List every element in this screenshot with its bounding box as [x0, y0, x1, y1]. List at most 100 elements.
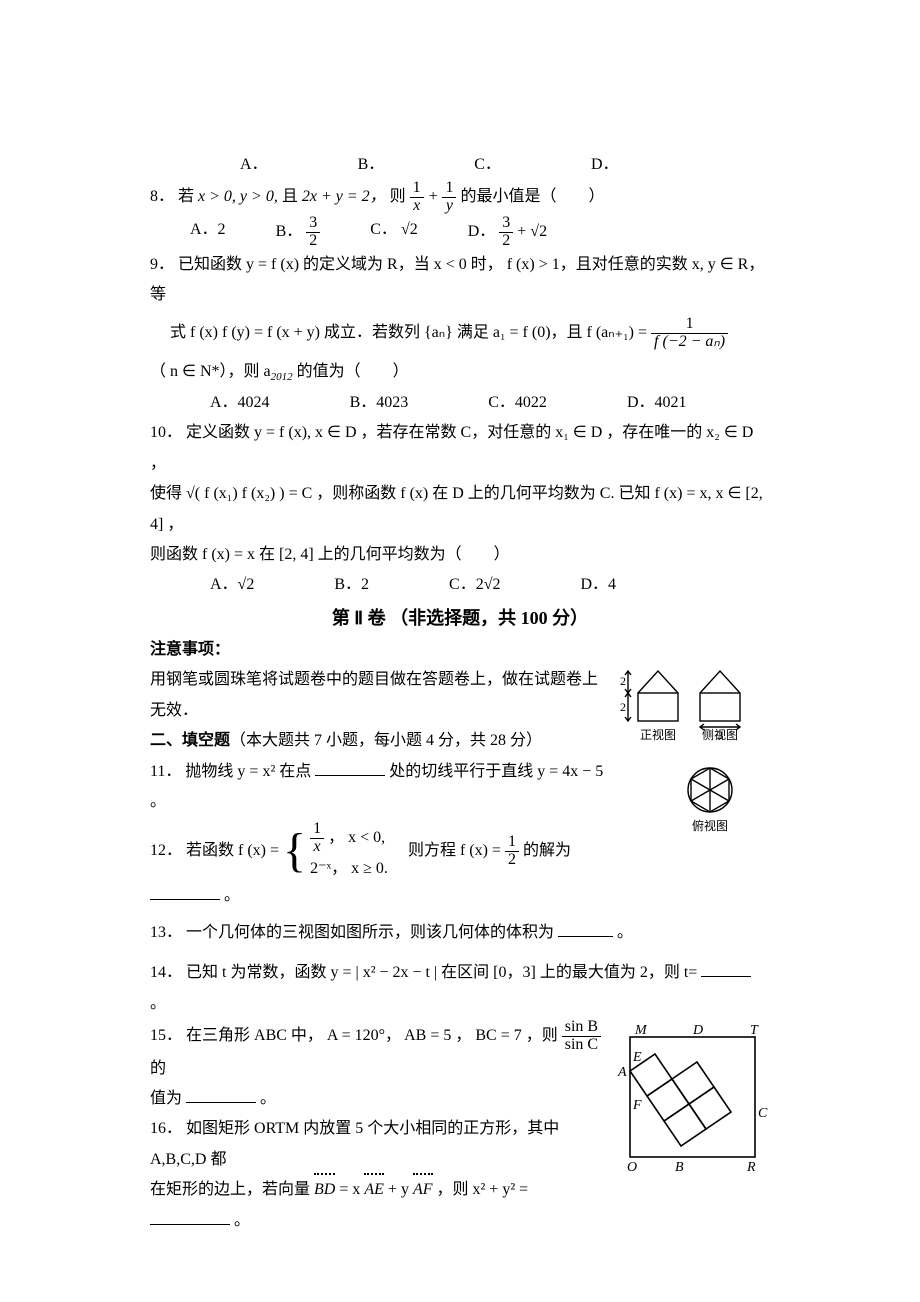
lbl-O: O — [627, 1160, 637, 1175]
q8-plus: + — [428, 188, 443, 205]
q7-opt-a: A． — [240, 150, 268, 180]
q16-plus: + y — [388, 1181, 409, 1198]
q14-a: 已知 t 为常数，函数 y = | x² − 2x − t | 在区间 [0，3… — [186, 964, 697, 981]
three-view-figure: 2 2 2 正视图 侧视图 俯视图 — [620, 665, 770, 845]
q10-label: 10． — [150, 424, 182, 441]
q12-case1-cond: ， x < 0, — [328, 829, 385, 846]
q8-opt-c: C． √2 — [370, 215, 417, 250]
q12-rhs-frac: 1 2 — [505, 834, 519, 869]
lbl-A: A — [617, 1065, 627, 1080]
q7-options: A． B． C． D． — [150, 150, 770, 180]
q12-a: 若函数 f (x) = — [186, 842, 283, 859]
q11-label: 11． — [150, 763, 181, 780]
q14-b: 。 — [150, 995, 166, 1012]
q8-options: A．2 B． 3 2 C． √2 D． 3 2 + √2 — [150, 215, 770, 250]
q13-b: 。 — [617, 924, 633, 941]
lbl-F: F — [632, 1098, 642, 1113]
lbl-E: E — [632, 1050, 642, 1065]
q10-l3: 则函数 f (x) = x 在 [2, 4] 上的几何平均数为（ ） — [150, 546, 510, 563]
q10-opt-d: D．4 — [581, 570, 617, 600]
q8-text-d: 的最小值是（ ） — [460, 188, 604, 205]
q10-line2: 使得 √( f (x₁) f (x₂) ) = C ，则称函数 f (x) 在 … — [150, 479, 770, 540]
q9-line3: （ n ∈ N*），则 a2012 的值为（ ） — [150, 357, 770, 388]
q16-d: 。 — [234, 1212, 250, 1229]
q8-opt-d-den: 2 — [499, 232, 513, 250]
q8-eq: 2x + y = 2， — [302, 188, 386, 205]
lbl-M: M — [634, 1023, 648, 1038]
q14-label: 14． — [150, 964, 182, 981]
q12-rhs-num: 1 — [505, 834, 519, 851]
q8-opt-b-num: 3 — [306, 215, 320, 232]
q9-l3-sub: 2012 — [271, 371, 293, 383]
q8-frac1: 1 x — [410, 180, 424, 215]
q8-frac1-num: 1 — [410, 180, 424, 197]
q10-l2: 使得 √( f (x₁) f (x₂) ) = C ，则称函数 f (x) 在 … — [150, 485, 763, 532]
q13: 13． 一个几何体的三视图如图所示，则该几何体的体积为 。 — [150, 918, 770, 948]
q8-opt-b: B． 3 2 — [276, 215, 321, 250]
q12-case1-num: 1 — [310, 821, 324, 838]
q8-opt-d-num: 3 — [499, 215, 513, 232]
dim-2b: 2 — [620, 700, 626, 714]
q8-text-b: 且 — [282, 188, 302, 205]
q9-l1: 已知函数 y = f (x) 的定义域为 R，当 x < 0 时， f (x) … — [150, 256, 764, 303]
q15-c: 值为 — [150, 1090, 182, 1107]
q12-case1-den: x — [310, 838, 324, 856]
q8-opt-b-prefix: B． — [276, 223, 303, 240]
vec-af: AF — [413, 1175, 433, 1205]
q16-l2: 在矩形的边上，若向量 BD = x AE + y AF ，则 x² + y² =… — [150, 1175, 770, 1236]
q15-b: 的 — [150, 1060, 166, 1077]
q16-eq: = x — [339, 1181, 360, 1198]
q14-blank — [701, 960, 751, 977]
q12-blank — [150, 883, 220, 900]
q8: 8． 若 x > 0, y > 0, 且 2x + y = 2， 则 1 x +… — [150, 180, 770, 215]
q15-blank — [186, 1086, 256, 1103]
q8-opt-a: A．2 — [190, 215, 226, 250]
q8-frac2-den: y — [442, 197, 456, 215]
q12-b: 则方程 f (x) = — [392, 842, 505, 859]
three-view-svg: 2 2 2 正视图 侧视图 俯视图 — [620, 665, 770, 845]
fill-heading-rest: （本大题共 7 小题，每小题 4 分，共 28 分） — [230, 732, 542, 749]
q9-l3a: （ n ∈ N*），则 a — [150, 363, 271, 380]
q9-l2a: 式 f (x) f (y) = f (x + y) 成立．若数列 {aₙ} 满足… — [170, 324, 651, 341]
q8-opt-b-den: 2 — [306, 232, 320, 250]
label-top: 俯视图 — [692, 818, 728, 833]
q9-l2-den: f (−2 − aₙ) — [651, 333, 728, 351]
q9-l2-num: 1 — [651, 316, 728, 333]
vec-bd: BD — [314, 1175, 335, 1205]
q14: 14． 已知 t 为常数，函数 y = | x² − 2x − t | 在区间 … — [150, 958, 770, 1019]
q11-blank — [315, 759, 385, 776]
q15-a: 在三角形 ABC 中， A = 120°， AB = 5 ， BC = 7 ，则 — [186, 1027, 562, 1044]
q16-blank — [150, 1208, 230, 1225]
q8-opt-d-prefix: D． — [468, 223, 496, 240]
q10-line3: 则函数 f (x) = x 在 [2, 4] 上的几何平均数为（ ） — [150, 540, 770, 570]
q12-d: 。 — [224, 887, 240, 904]
q7-opt-d: D． — [591, 150, 619, 180]
q10-opt-a: A．√2 — [210, 570, 254, 600]
q15-num: sin B — [562, 1019, 601, 1036]
q12-c: 的解为 — [523, 842, 571, 859]
q12-piecewise: { 1 x ， x < 0, 2⁻ˣ， x ≥ 0. — [283, 821, 388, 881]
notice-heading: 注意事项： — [150, 635, 770, 665]
q8-opt-d-frac: 3 2 — [499, 215, 513, 250]
q8-opt-c-prefix: C． — [370, 221, 397, 238]
q8-frac1-den: x — [410, 197, 424, 215]
q12-rhs-den: 2 — [505, 851, 519, 869]
section2-title: 第 Ⅱ 卷 （非选择题，共 100 分） — [150, 601, 770, 635]
dim-2a: 2 — [620, 674, 626, 688]
q13-blank — [558, 920, 613, 937]
q10-opt-b: B．2 — [334, 570, 369, 600]
q10-l1: 定义函数 y = f (x), x ∈ D ，若存在常数 C，对任意的 x₁ ∈… — [150, 424, 753, 471]
q9-opt-c: C．4022 — [488, 388, 547, 418]
rect-squares-svg: O R T M A B C D E F — [615, 1019, 770, 1179]
lbl-T: T — [750, 1023, 759, 1038]
vec-ae: AE — [364, 1175, 384, 1205]
q15-d: 。 — [260, 1090, 276, 1107]
q8-text-a: 若 — [178, 188, 198, 205]
q8-label: 8． — [150, 188, 174, 205]
q7-opt-b: B． — [358, 150, 385, 180]
q16-c: ，则 x² + y² = — [437, 1181, 529, 1198]
exam-page: A． B． C． D． 8． 若 x > 0, y > 0, 且 2x + y … — [0, 0, 920, 1302]
q9-label: 9． — [150, 256, 174, 273]
q12-case2: 2⁻ˣ， x ≥ 0. — [310, 856, 388, 882]
q11-a: 抛物线 y = x² 在点 — [185, 763, 311, 780]
